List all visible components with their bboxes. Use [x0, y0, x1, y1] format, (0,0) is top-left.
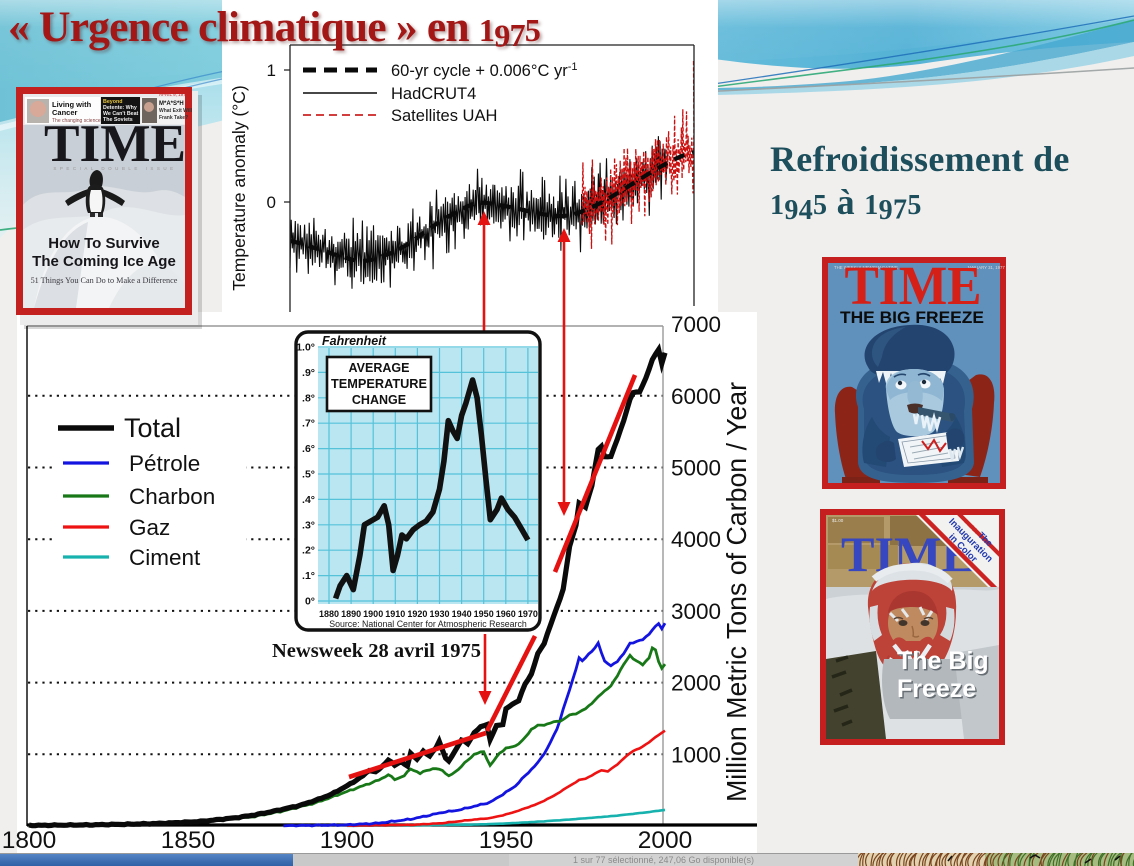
svg-text:THE BIG FREEZE: THE BIG FREEZE: [840, 308, 984, 327]
svg-text:TIME: TIME: [845, 257, 982, 316]
svg-text:AVERAGE: AVERAGE: [349, 361, 410, 375]
svg-text:3000: 3000: [671, 599, 721, 624]
svg-text:Gaz: Gaz: [129, 515, 170, 540]
svg-text:How To Survive: How To Survive: [48, 235, 159, 252]
svg-text:5000: 5000: [671, 456, 721, 481]
svg-text:1960: 1960: [496, 609, 516, 619]
svg-text:Living with: Living with: [52, 100, 92, 109]
svg-text:1000: 1000: [671, 742, 721, 767]
svg-text:Pétrole: Pétrole: [129, 451, 200, 476]
svg-text:1970: 1970: [518, 609, 538, 619]
svg-text:.8°: .8°: [302, 392, 315, 404]
svg-text:2000: 2000: [638, 827, 693, 853]
svg-text:.2°: .2°: [302, 545, 315, 557]
svg-text:1940: 1940: [452, 609, 472, 619]
svg-text:The changing science: The changing science: [52, 118, 101, 124]
svg-text:THE WEEKLY NEWSMAGAZINE: THE WEEKLY NEWSMAGAZINE: [834, 265, 898, 270]
svg-text:7000: 7000: [671, 312, 721, 337]
svg-text:1: 1: [267, 61, 276, 80]
svg-text:1890: 1890: [341, 609, 361, 619]
svg-text:Beyond: Beyond: [103, 99, 122, 105]
svg-text:.4°: .4°: [302, 494, 315, 506]
svg-text:Freeze: Freeze: [899, 677, 978, 705]
svg-text:HadCRUT4: HadCRUT4: [391, 85, 476, 103]
svg-text:The Big: The Big: [897, 647, 989, 675]
svg-text:1910: 1910: [385, 609, 405, 619]
svg-text:SPECIAL DOUBLE ISSUE: SPECIAL DOUBLE ISSUE: [53, 166, 176, 171]
svg-text:Frank Take?: Frank Take?: [159, 115, 188, 121]
svg-text:Satellites UAH: Satellites UAH: [391, 107, 497, 125]
svg-text:2000: 2000: [671, 671, 721, 696]
svg-text:Total: Total: [124, 413, 181, 443]
svg-text:1950: 1950: [474, 609, 494, 619]
svg-text:60-yr cycle + 0.006°C yr-1: 60-yr cycle + 0.006°C yr-1: [391, 61, 578, 80]
svg-text:Cancer: Cancer: [52, 108, 78, 117]
svg-text:51 Things You Can Do to Make a: 51 Things You Can Do to Make a Differenc…: [31, 276, 178, 285]
svg-text:0°: 0°: [305, 596, 315, 608]
svg-text:Million Metric Tons of Carbon: Million Metric Tons of Carbon / Year: [721, 382, 752, 802]
svg-text:TIME: TIME: [44, 115, 186, 173]
svg-text:The Coming Ice Age: The Coming Ice Age: [32, 253, 176, 270]
svg-text:APRIL 9, 1977: APRIL 9, 1977: [159, 92, 189, 97]
svg-text:6000: 6000: [671, 384, 721, 409]
svg-text:1800: 1800: [2, 827, 57, 853]
svg-text:What Exit Will: What Exit Will: [159, 108, 193, 114]
svg-text:.6°: .6°: [302, 443, 315, 455]
svg-text:.1°: .1°: [302, 570, 315, 582]
svg-text:.9°: .9°: [302, 367, 315, 379]
svg-text:Freeze: Freeze: [897, 675, 976, 703]
svg-text:Charbon: Charbon: [129, 484, 215, 509]
svg-text:M*A*S*H: M*A*S*H: [159, 101, 184, 107]
svg-text:JANUARY 31, 1977: JANUARY 31, 1977: [967, 265, 1005, 270]
svg-text:1850: 1850: [161, 827, 216, 853]
svg-text:TEMPERATURE: TEMPERATURE: [331, 377, 427, 391]
svg-text:Source: National Center for At: Source: National Center for Atmospheric …: [329, 619, 527, 629]
svg-text:Temperature anomaly (°C): Temperature anomaly (°C): [229, 85, 249, 290]
svg-text:1.0°: 1.0°: [296, 342, 315, 354]
svg-text:1900: 1900: [320, 827, 375, 853]
svg-text:4000: 4000: [671, 527, 721, 552]
svg-text:1880: 1880: [319, 609, 339, 619]
svg-text:0: 0: [267, 193, 276, 212]
svg-text:CHANGE: CHANGE: [352, 393, 406, 407]
svg-text:.5°: .5°: [302, 469, 315, 481]
svg-text:The Big: The Big: [899, 649, 991, 677]
svg-text:1950: 1950: [479, 827, 534, 853]
svg-text:Ciment: Ciment: [129, 545, 201, 570]
svg-text:We Can't Beat: We Can't Beat: [103, 111, 139, 117]
svg-text:The Soviets: The Soviets: [103, 117, 133, 123]
svg-text:.7°: .7°: [302, 418, 315, 430]
svg-text:1900: 1900: [363, 609, 383, 619]
svg-text:1930: 1930: [429, 609, 449, 619]
svg-text:Detente: Why: Detente: Why: [103, 105, 137, 111]
svg-text:$1.00: $1.00: [832, 518, 844, 523]
svg-text:1920: 1920: [407, 609, 427, 619]
svg-text:Fahrenheit: Fahrenheit: [322, 334, 387, 348]
svg-text:.3°: .3°: [302, 519, 315, 531]
